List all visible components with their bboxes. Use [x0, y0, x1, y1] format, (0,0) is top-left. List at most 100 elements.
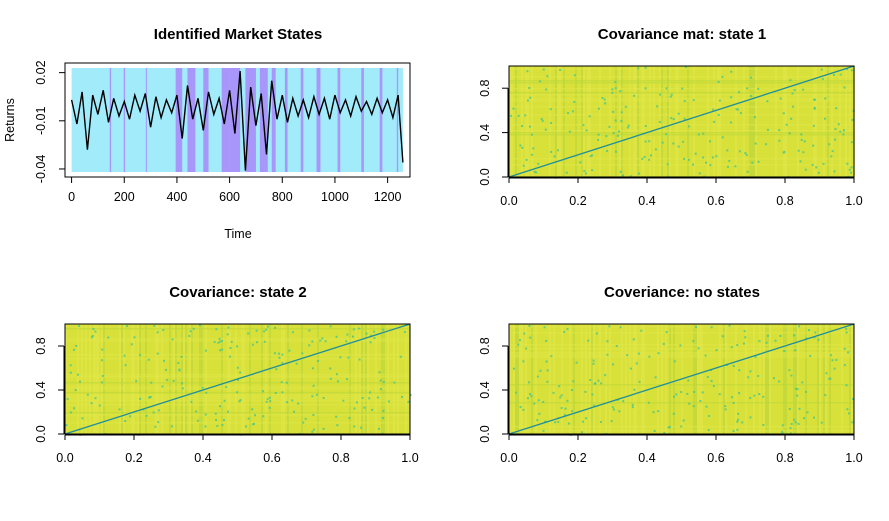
heatmap-speck — [407, 400, 410, 403]
heatmap-speck — [737, 412, 740, 415]
heatmap-speck — [528, 86, 531, 89]
heatmap-column — [599, 324, 601, 434]
heatmap-column — [397, 324, 399, 434]
heatmap-speck — [311, 367, 314, 370]
heatmap-speck — [813, 106, 816, 109]
heatmap-row — [509, 356, 854, 358]
heatmap-speck — [665, 133, 668, 136]
heatmap-speck — [308, 344, 311, 347]
heatmap-speck — [524, 114, 527, 117]
heatmap-speck — [851, 421, 854, 424]
heatmap-speck — [666, 163, 669, 166]
heatmap-column — [621, 324, 623, 434]
heatmap-speck — [237, 379, 240, 382]
heatmap-speck — [365, 332, 368, 335]
heatmap-column — [769, 324, 771, 434]
heatmap-speck — [656, 105, 659, 108]
heatmap-speck — [789, 427, 792, 430]
x-tick-label: 1000 — [321, 190, 349, 204]
heatmap-speck — [236, 366, 239, 369]
heatmap-speck — [749, 416, 752, 419]
heatmap-column — [591, 324, 593, 434]
heatmap-speck — [157, 409, 160, 412]
heatmap-speck — [796, 388, 799, 391]
heatmap-speck — [730, 346, 733, 349]
heatmap-speck — [381, 417, 384, 420]
heatmap-column — [85, 324, 87, 434]
heatmap-speck — [644, 140, 647, 143]
heatmap-speck — [204, 425, 207, 428]
heatmap-speck — [311, 395, 314, 398]
heatmap-speck — [832, 74, 835, 77]
heatmap-column — [405, 324, 407, 434]
heatmap-column — [581, 66, 583, 177]
heatmap-speck — [693, 390, 696, 393]
state2-band — [203, 68, 209, 172]
heatmap-speck — [753, 394, 756, 397]
heatmap-speck — [526, 397, 529, 400]
heatmap-speck — [631, 403, 634, 406]
heatmap-speck — [251, 408, 254, 411]
heatmap-speck — [728, 159, 731, 162]
heatmap-speck — [188, 334, 191, 337]
heatmap-speck — [688, 158, 691, 161]
heatmap-column — [131, 324, 133, 434]
heatmap-speck — [705, 405, 708, 408]
heatmap-speck — [94, 330, 97, 333]
state2-band — [284, 68, 288, 172]
heatmap-speck — [580, 431, 583, 434]
heatmap-speck — [692, 340, 695, 343]
heatmap-speck — [316, 393, 319, 396]
returns-series — [70, 70, 404, 171]
heatmap-speck — [195, 410, 198, 413]
heatmap-axes: 0.0 0.2 0.4 0.6 0.8 1.0 0.0 0.4 0.8 — [34, 337, 419, 465]
x-tick-label: 200 — [114, 190, 135, 204]
heatmap-speck — [828, 143, 831, 146]
heatmap-speck — [736, 344, 739, 347]
heatmap-speck — [280, 381, 283, 384]
heatmap-speck — [358, 358, 361, 361]
heatmap-column — [823, 324, 825, 434]
heatmap-speck — [91, 335, 94, 337]
heatmap-speck — [835, 358, 838, 361]
heatmap-row — [509, 164, 854, 166]
heatmap-speck — [758, 393, 761, 396]
heatmap-speck — [644, 66, 647, 69]
heatmap-speck — [744, 152, 747, 155]
heatmap-speck — [557, 420, 560, 423]
heatmap-speck — [322, 427, 325, 430]
heatmap-speck — [275, 368, 278, 371]
heatmap-speck — [371, 408, 374, 411]
heatmap-column — [643, 324, 645, 434]
heatmap-speck — [713, 120, 716, 123]
heatmap-column — [669, 66, 671, 177]
heatmap-speck — [772, 377, 775, 380]
heatmap-column — [641, 324, 643, 434]
heatmap-speck — [597, 133, 600, 136]
heatmap-speck — [148, 396, 151, 399]
heatmap-speck — [845, 331, 848, 334]
y-axis-label: Returns — [3, 98, 17, 142]
heatmap-speck — [618, 410, 621, 413]
state2-band — [123, 68, 126, 172]
heatmap-speck — [345, 340, 348, 343]
heatmap-row — [509, 354, 854, 356]
heatmap-speck — [69, 411, 72, 414]
heatmap-speck — [335, 335, 338, 338]
heatmap-column — [269, 324, 271, 434]
heatmap-column — [805, 324, 807, 434]
heatmap-speck — [612, 110, 615, 113]
heatmap-speck — [697, 347, 700, 350]
heatmap-speck — [218, 340, 221, 343]
heatmap-speck — [654, 376, 657, 379]
heatmap-speck — [732, 430, 735, 433]
heatmap-column — [693, 66, 695, 177]
heatmap-speck — [619, 90, 622, 93]
heatmap-speck — [729, 121, 732, 124]
heatmap-speck — [662, 342, 665, 345]
heatmap-speck — [788, 407, 791, 410]
heatmap-speck — [710, 326, 713, 329]
heatmap-speck — [273, 352, 276, 355]
heatmap-column — [825, 324, 827, 434]
heatmap-speck — [711, 156, 714, 159]
